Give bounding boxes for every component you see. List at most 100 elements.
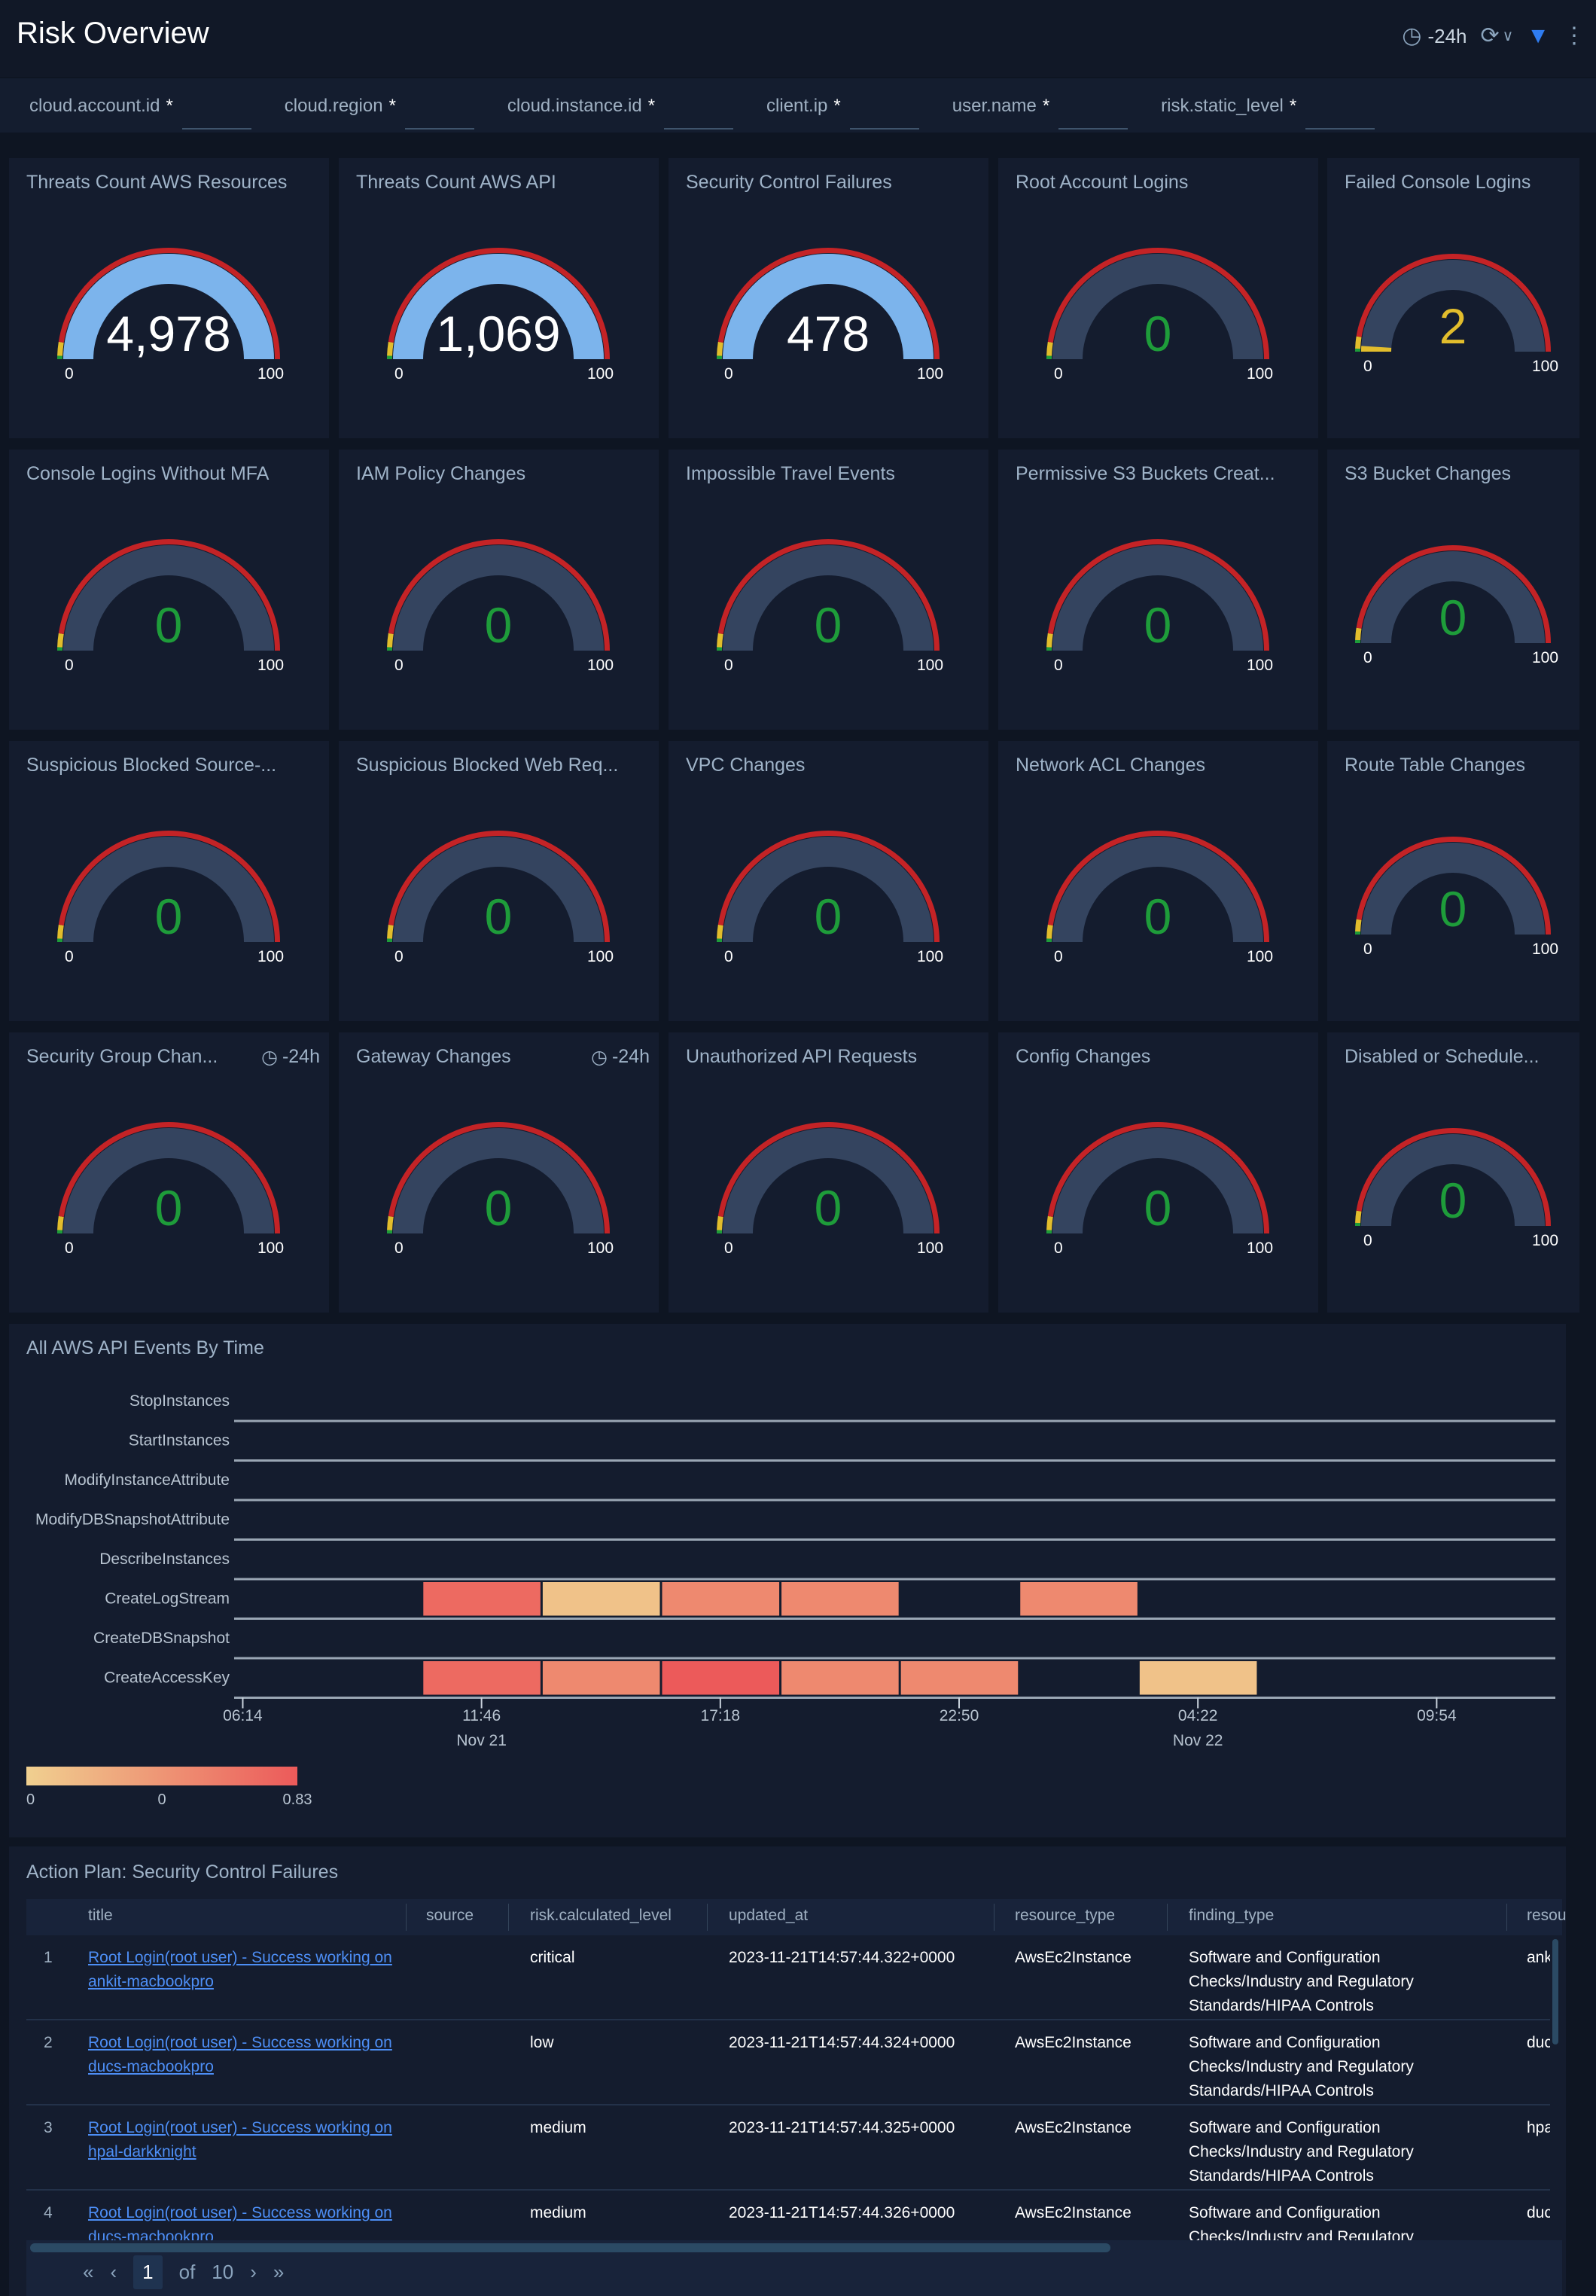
filter-value[interactable]: *	[166, 96, 173, 116]
column-header[interactable]: title	[88, 1907, 113, 1924]
vertical-scrollbar-thumb[interactable]	[1552, 1939, 1558, 2044]
panel-header: Threats Count AWS Resources	[26, 172, 320, 194]
table-row[interactable]: 3 Root Login(root user) - Success working…	[26, 2105, 1550, 2191]
refresh-icon: ⟳	[1480, 23, 1500, 48]
gauge-value: 0	[1439, 590, 1467, 645]
first-page-button[interactable]: «	[83, 2260, 94, 2283]
threshold-yellow	[57, 1215, 64, 1230]
filter-value[interactable]: *	[1042, 96, 1050, 116]
gauge-chart	[717, 539, 940, 651]
gauge-chart	[1355, 545, 1551, 643]
filter-input[interactable]	[1305, 95, 1375, 130]
filter-value[interactable]: *	[833, 96, 841, 116]
gauge-max-label: 100	[257, 1239, 285, 1257]
filter-field: cloud.account.id *	[29, 95, 251, 130]
column-header[interactable]: updated_at	[729, 1907, 809, 1924]
gauge-min-label: 0	[394, 1239, 404, 1257]
page-total: 10	[212, 2260, 234, 2283]
gauge-value: 0	[1144, 889, 1172, 944]
column-header[interactable]: resource_type	[1015, 1907, 1116, 1924]
filter-label: cloud.account.id	[29, 96, 160, 116]
threshold-yellow	[1046, 633, 1053, 648]
gauge-min-label: 0	[394, 948, 404, 965]
gauge-value: 0	[814, 597, 842, 653]
refresh-button[interactable]: ⟳ ∨	[1481, 23, 1514, 50]
api-events-heatmap-panel: All AWS API Events By Time	[9, 1324, 1566, 1837]
threshold-yellow	[717, 1215, 723, 1230]
gauge-min-label: 0	[394, 657, 404, 674]
last-page-button[interactable]: »	[273, 2260, 285, 2283]
title-link[interactable]: Root Login(root user) - Success working …	[88, 2204, 392, 2240]
chevron-down-icon: ∨	[1502, 28, 1514, 44]
threshold-yellow	[717, 633, 723, 648]
x-tick-label: 06:14	[223, 1707, 263, 1724]
time-range-badge[interactable]: ◷ -24h	[261, 1046, 320, 1069]
threshold-green	[1046, 647, 1052, 651]
filter-input[interactable]	[1058, 95, 1128, 130]
gauge-chart	[1046, 1122, 1269, 1233]
column-header[interactable]: resou	[1527, 1907, 1567, 1924]
filter-input[interactable]	[404, 95, 474, 130]
threshold-yellow	[717, 924, 723, 939]
filter-value[interactable]: *	[388, 96, 396, 116]
x-tick-label: 17:18	[701, 1707, 741, 1724]
title-link[interactable]: Root Login(root user) - Success working …	[88, 2119, 392, 2160]
column-header[interactable]: source	[426, 1907, 474, 1924]
panel-header: Failed Console Logins	[1345, 172, 1570, 194]
column-header[interactable]: finding_type	[1189, 1907, 1275, 1924]
panel-header: Network ACL Changes	[1016, 755, 1309, 776]
gauge-min-label: 0	[1363, 649, 1372, 666]
gauge-max-label: 100	[1532, 649, 1559, 666]
table-row[interactable]: 1 Root Login(root user) - Success working…	[26, 1935, 1550, 2020]
filter-icon[interactable]: ▼	[1527, 23, 1549, 48]
gauge-band	[1361, 260, 1545, 352]
threshold-green	[1046, 355, 1052, 359]
time-range-badge[interactable]: ◷ -24h	[591, 1046, 650, 1069]
more-menu-icon[interactable]: ⋮	[1563, 23, 1585, 48]
next-page-button[interactable]: ›	[250, 2260, 257, 2283]
heatmap-cell	[662, 1582, 780, 1616]
column-divider[interactable]	[1506, 1904, 1507, 1931]
panel-title: Threats Count AWS Resources	[26, 172, 288, 193]
filter-input[interactable]	[664, 95, 734, 130]
threshold-green	[1355, 639, 1361, 643]
gauge-max-label: 100	[587, 365, 614, 383]
gauge-panel: Threats Count AWS API 0 100 1,069	[339, 158, 659, 438]
gauge-max-label: 100	[1247, 657, 1274, 674]
panel-title: Action Plan: Security Control Failures	[26, 1861, 339, 1883]
filter-value[interactable]: *	[647, 96, 656, 116]
row-label: StartInstances	[129, 1432, 230, 1450]
filter-label: client.ip	[766, 96, 828, 116]
gauge-fill	[723, 254, 934, 359]
column-divider[interactable]	[406, 1904, 407, 1931]
table-row[interactable]: 4 Root Login(root user) - Success working…	[26, 2191, 1550, 2240]
title-link[interactable]: Root Login(root user) - Success working …	[88, 2034, 392, 2075]
filter-input[interactable]	[849, 95, 919, 130]
gauge-min-label: 0	[724, 1239, 733, 1257]
gauge-band	[1052, 254, 1263, 359]
column-divider[interactable]	[508, 1904, 509, 1931]
threshold-yellow	[387, 341, 394, 356]
column-divider[interactable]	[707, 1904, 708, 1931]
filter-field: risk.static_level *	[1161, 95, 1375, 130]
horizontal-scrollbar-thumb[interactable]	[30, 2243, 1110, 2252]
threshold-yellow	[387, 633, 394, 648]
filter-input[interactable]	[181, 95, 251, 130]
column-divider[interactable]	[1167, 1904, 1168, 1931]
legend-label: 0	[157, 1791, 166, 1808]
time-range-label: -24h	[282, 1046, 320, 1067]
time-range-button[interactable]: ◷ -24h	[1402, 23, 1467, 50]
column-header[interactable]: risk.calculated_level	[530, 1907, 672, 1924]
threshold-yellow	[1046, 341, 1053, 356]
panel-header: Permissive S3 Buckets Creat...	[1016, 463, 1309, 485]
page-number-input[interactable]: 1	[133, 2255, 163, 2289]
gauge-chart	[1046, 539, 1269, 651]
gauge-min-label: 0	[394, 365, 404, 383]
gauge-max-label: 100	[587, 1239, 614, 1257]
updated-at-cell: 2023-11-21T14:57:44.324+0000	[729, 2034, 955, 2051]
gauge-value: 4,978	[106, 306, 231, 361]
filter-value[interactable]: *	[1289, 96, 1297, 116]
title-link[interactable]: Root Login(root user) - Success working …	[88, 1949, 392, 1990]
table-row[interactable]: 2 Root Login(root user) - Success working…	[26, 2020, 1550, 2105]
prev-page-button[interactable]: ‹	[110, 2260, 117, 2283]
